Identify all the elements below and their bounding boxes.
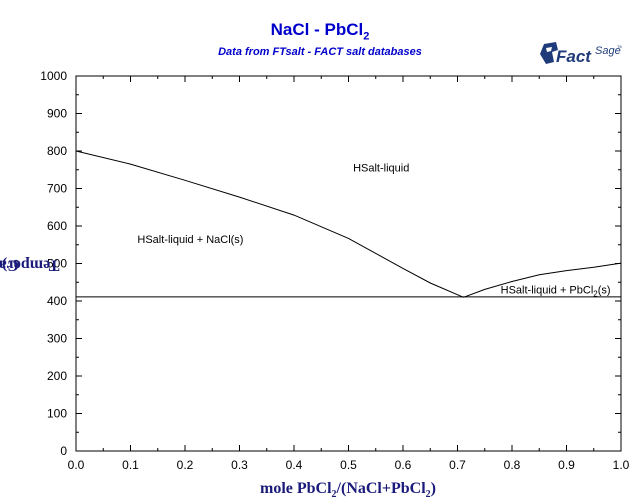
x-tick-label: 0.3 (231, 458, 248, 472)
y-tick-label: 500 (47, 257, 67, 271)
y-tick-label: 1000 (40, 69, 67, 83)
y-tick-label: 0 (60, 444, 67, 458)
factsage-logo-fact: Fact (556, 47, 592, 66)
axis-ticks (75, 75, 622, 452)
phase-boundary-line-1 (75, 150, 464, 298)
x-axis-label: mole PbCl2/(NaCl+PbCl2) (260, 480, 436, 501)
factsage-logo: Fact Sage TM (540, 42, 622, 66)
y-tick-label: 200 (47, 369, 67, 383)
plot-frame (75, 75, 622, 452)
x-tick-label: 0.1 (122, 458, 139, 472)
x-tick-label: 0.0 (68, 458, 85, 472)
factsage-logo-trademark: TM (617, 44, 622, 49)
x-tick-label: 0.5 (340, 458, 357, 472)
chart-title-subscript: 2 (363, 30, 370, 43)
chart-subtitle: Data from FTsalt - FACT salt databases (218, 46, 422, 58)
y-tick-labels: 0 100 200 300 400 500 600 700 800 900 1000 (40, 69, 67, 458)
y-tick-label: 700 (47, 182, 67, 196)
region-labels: HSalt-liquid HSalt-liquid + NaCl(s) HSalt-… (137, 163, 610, 299)
y-tick-label: 400 (47, 294, 67, 308)
y-tick-label: 900 (47, 107, 67, 121)
y-tick-label: 300 (47, 332, 67, 346)
region-label-3: HSalt-liquid + PbCl2(s) (501, 285, 611, 299)
chart-title-main: NaCl - PbCl (270, 20, 364, 39)
x-tick-label: 0.4 (286, 458, 303, 472)
factsage-logo-mark (540, 42, 558, 64)
region-label-1: HSalt-liquid (353, 163, 409, 175)
phase-boundary-line-2 (463, 262, 622, 298)
x-tick-label: 0.6 (395, 458, 412, 472)
x-tick-label: 0.7 (449, 458, 466, 472)
factsage-logo-sage: Sage (595, 45, 621, 57)
x-tick-label: 0.9 (558, 458, 575, 472)
region-label-2: HSalt-liquid + NaCl(s) (137, 234, 243, 246)
y-tick-label: 100 (47, 407, 67, 421)
x-tick-labels: 0.0 0.1 0.2 0.3 0.4 0.5 0.6 0.7 0.8 0.9 1.0 (68, 458, 630, 472)
x-tick-label: 1.0 (613, 458, 630, 472)
phase-boundaries (75, 150, 622, 298)
y-tick-label: 800 (47, 144, 67, 158)
chart-title: NaCl - PbCl2 (0, 20, 640, 42)
x-tick-label: 0.8 (504, 458, 521, 472)
y-tick-label: 600 (47, 219, 67, 233)
x-tick-label: 0.2 (177, 458, 194, 472)
